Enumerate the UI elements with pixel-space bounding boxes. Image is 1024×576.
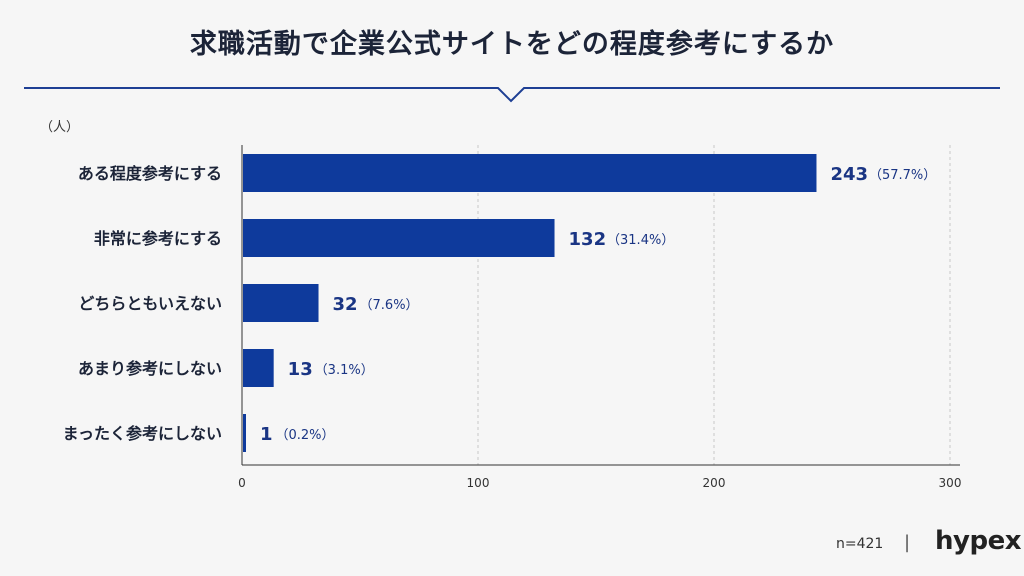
percent-label: （0.2%） xyxy=(276,428,335,443)
chart-title: 求職活動で企業公式サイトをどの程度参考にするか xyxy=(189,29,835,60)
value-label: 32 xyxy=(333,294,358,315)
percent-label: （7.6%） xyxy=(360,298,419,313)
brand-logo: hypex xyxy=(935,526,1021,556)
bar xyxy=(243,284,319,322)
category-label: まったく参考にしない xyxy=(63,424,222,443)
value-label: 13 xyxy=(288,359,313,380)
category-label: ある程度参考にする xyxy=(78,164,222,183)
value-label: 132 xyxy=(569,229,607,250)
x-tick-label: 200 xyxy=(703,476,726,490)
bar xyxy=(243,414,246,452)
title-divider xyxy=(24,87,1000,103)
category-label: 非常に参考にする xyxy=(94,229,222,248)
value-label: 1 xyxy=(260,424,273,445)
x-tick-label: 100 xyxy=(467,476,490,490)
unit-label: （人） xyxy=(40,120,79,135)
percent-label: （3.1%） xyxy=(315,363,374,378)
percent-label: （31.4%） xyxy=(607,233,674,248)
sample-size-label: n=421 xyxy=(836,536,884,552)
footer-separator: | xyxy=(904,532,911,553)
bar xyxy=(243,349,274,387)
bar xyxy=(243,219,555,257)
bar-chart: （人） 0 100 200 300 ある程度参考にする 243 （57.7%） 非常に参考にする… xyxy=(40,120,962,490)
bar xyxy=(243,154,817,192)
category-label: どちらともいえない xyxy=(78,294,222,313)
x-tick-label: 0 xyxy=(238,476,246,490)
x-tick-label: 300 xyxy=(939,476,962,490)
percent-label: （57.7%） xyxy=(869,168,936,183)
category-label: あまり参考にしない xyxy=(78,359,222,378)
value-label: 243 xyxy=(830,164,868,185)
